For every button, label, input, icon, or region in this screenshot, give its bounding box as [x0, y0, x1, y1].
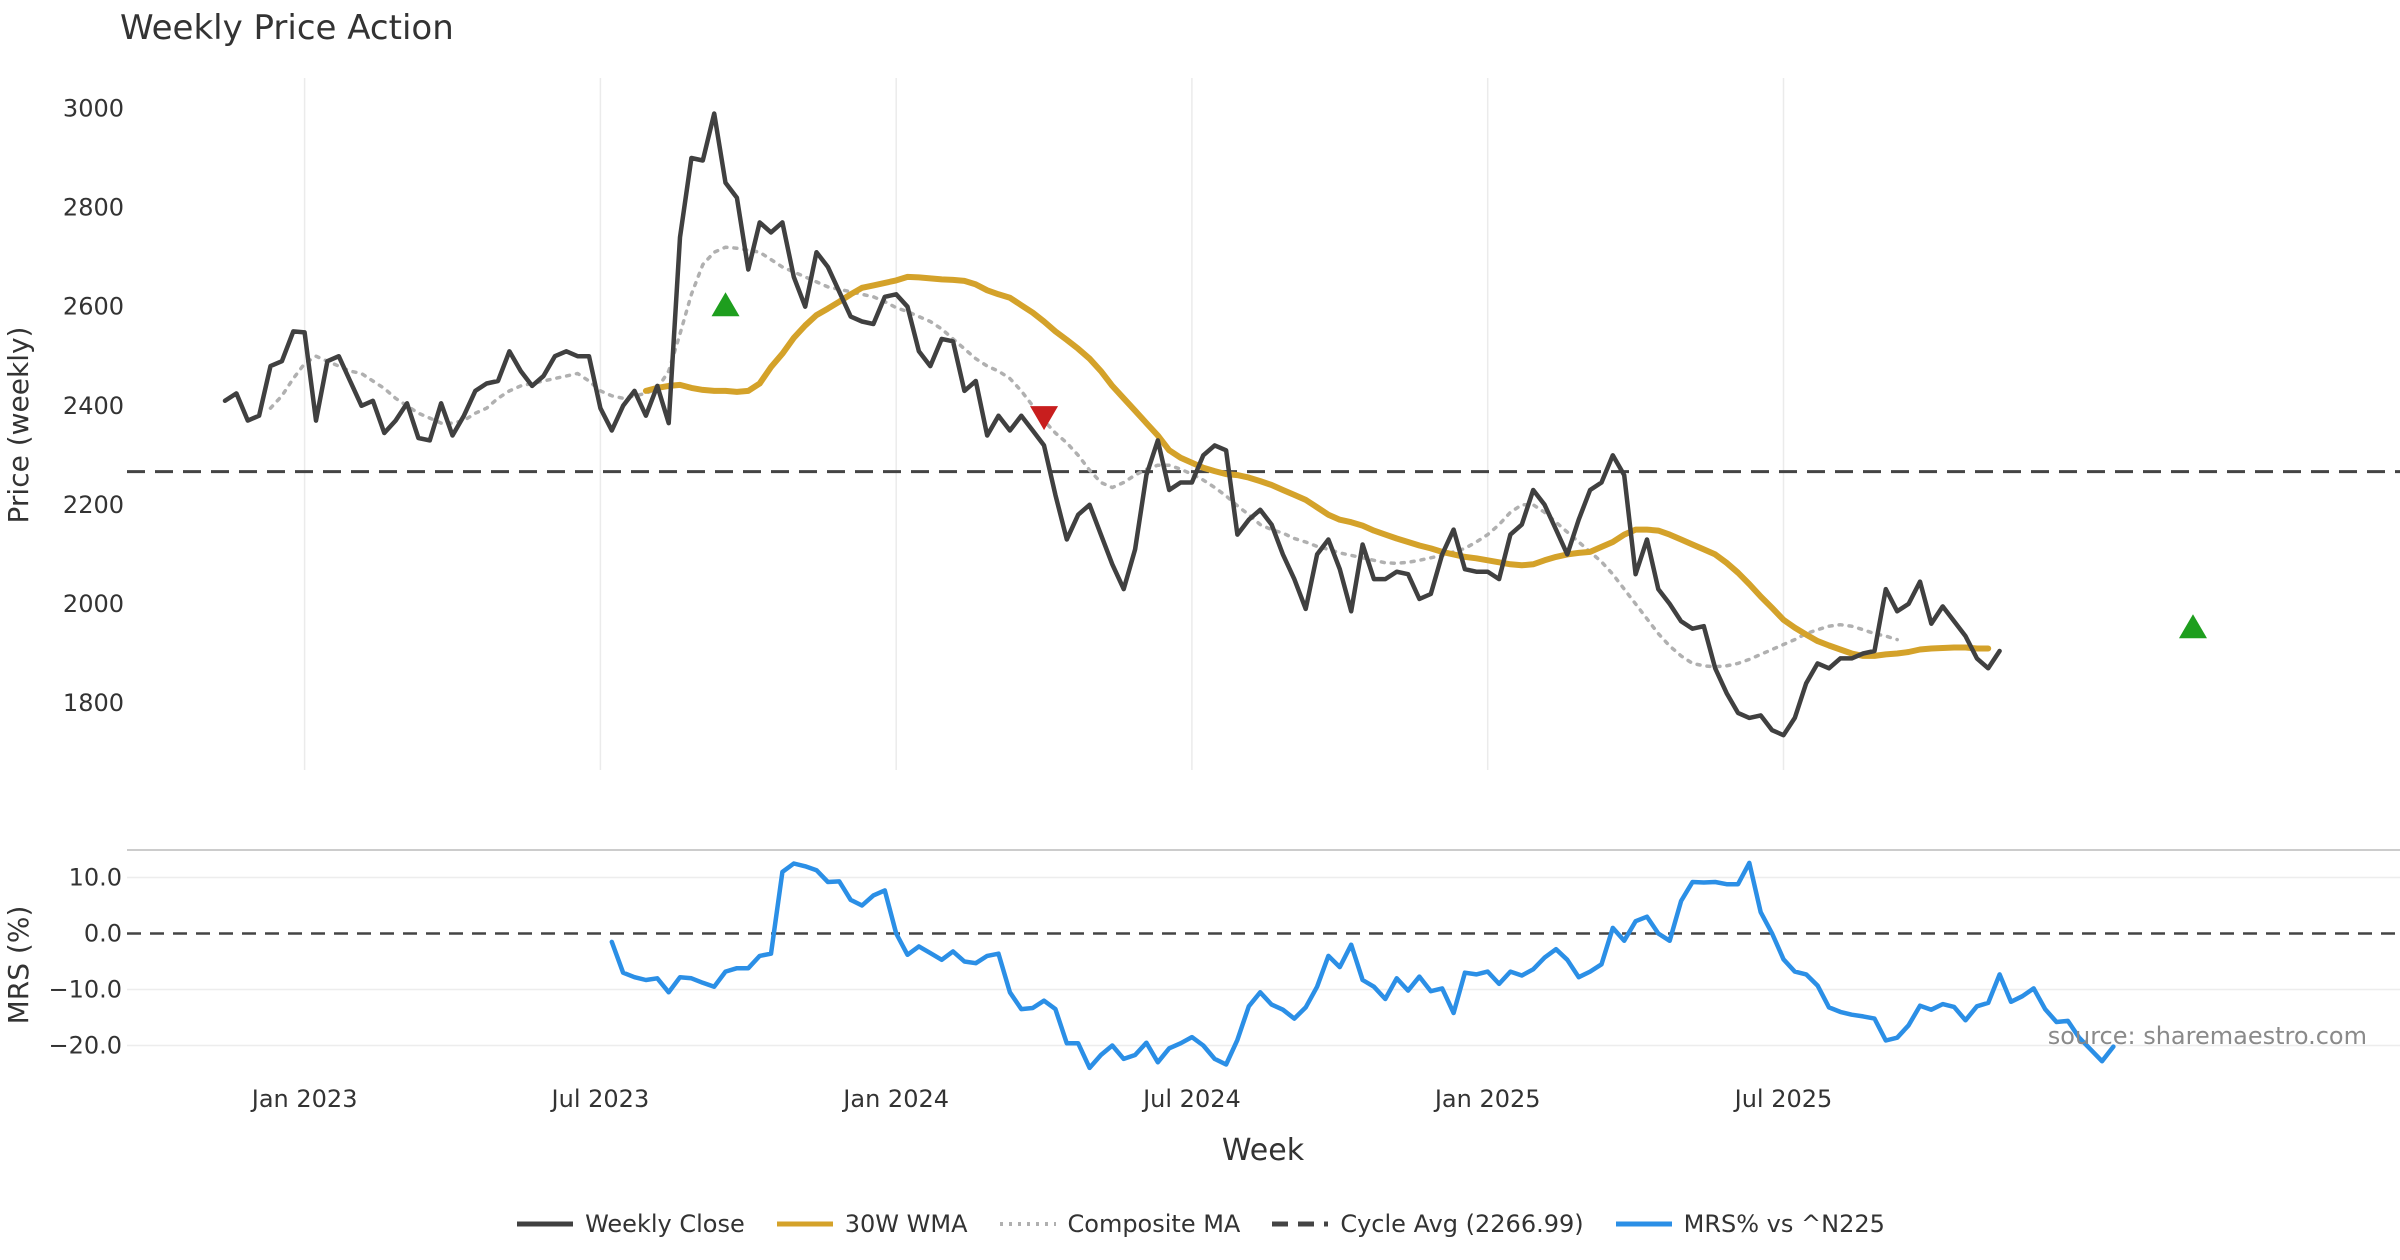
chart-legend: Weekly Close 30W WMA Composite MA Cycle Avg…: [0, 1210, 2400, 1238]
legend-swatch: [776, 1221, 833, 1227]
legend-label: 30W WMA: [844, 1210, 968, 1238]
price-tick-label: 2400: [63, 392, 124, 420]
buy-signal-marker: [2178, 614, 2207, 639]
legend-swatch: [1272, 1221, 1329, 1227]
legend-label: Composite MA: [1067, 1210, 1241, 1238]
legend-label: Weekly Close: [585, 1210, 745, 1238]
signal-markers: [711, 292, 2207, 639]
series-mrs-vs-n225: [609, 860, 2116, 1071]
series-layer: [222, 111, 2116, 1071]
x-tick-label: Jul 2024: [1141, 1085, 1241, 1113]
axes-layer: Jan 2023 Jul 2023 Jan 2024 Jul 2024 Jan 2025…: [48, 95, 1832, 1114]
x-tick-label: Jul 2023: [550, 1085, 650, 1113]
buy-signal-marker: [711, 292, 740, 317]
x-tick-label: Jan 2025: [1433, 1085, 1541, 1113]
legend-swatch: [999, 1222, 1056, 1226]
x-tick-label: Jan 2024: [841, 1085, 949, 1113]
legend-label: Cycle Avg (2266.99): [1340, 1210, 1584, 1238]
price-tick-label: 2200: [63, 491, 124, 519]
legend-item: Weekly Close: [515, 1210, 745, 1238]
series-30w-wma: [642, 273, 1992, 659]
x-tick-label: Jul 2025: [1733, 1085, 1833, 1113]
price-tick-label: 3000: [63, 95, 124, 123]
x-axis-title: Week: [1222, 1133, 1305, 1168]
legend-item: Cycle Avg (2266.99): [1270, 1210, 1584, 1238]
price-tick-label: 1800: [63, 689, 124, 717]
legend-label: MRS% vs ^N225: [1683, 1210, 1885, 1238]
mrs-tick-label: 0.0: [84, 920, 122, 948]
price-tick-label: 2800: [63, 194, 124, 222]
sell-signal-marker: [1030, 406, 1059, 431]
legend-swatch: [1615, 1221, 1672, 1227]
price-tick-label: 2000: [63, 590, 124, 618]
series-weekly-close: [222, 111, 2002, 738]
source-watermark: source: sharemaestro.com: [2048, 1022, 2367, 1050]
mrs-tick-label: −20.0: [48, 1032, 122, 1060]
legend-swatch: [517, 1221, 574, 1227]
legend-item: Composite MA: [998, 1210, 1241, 1238]
price-axis-title: Price (weekly): [2, 327, 35, 524]
legend-item: 30W WMA: [775, 1210, 968, 1238]
grid-layer: [127, 78, 2400, 1047]
mrs-axis-title: MRS (%): [2, 906, 35, 1025]
x-tick-label: Jan 2023: [250, 1085, 358, 1113]
mrs-tick-label: 10.0: [69, 864, 122, 892]
series-composite-ma: [268, 245, 1899, 669]
reference-lines: [127, 470, 2400, 935]
mrs-tick-label: −10.0: [48, 976, 122, 1004]
chart-title: Weekly Price Action: [120, 8, 454, 48]
legend-item: MRS% vs ^N225: [1614, 1210, 1885, 1238]
price-tick-label: 2600: [63, 293, 124, 321]
